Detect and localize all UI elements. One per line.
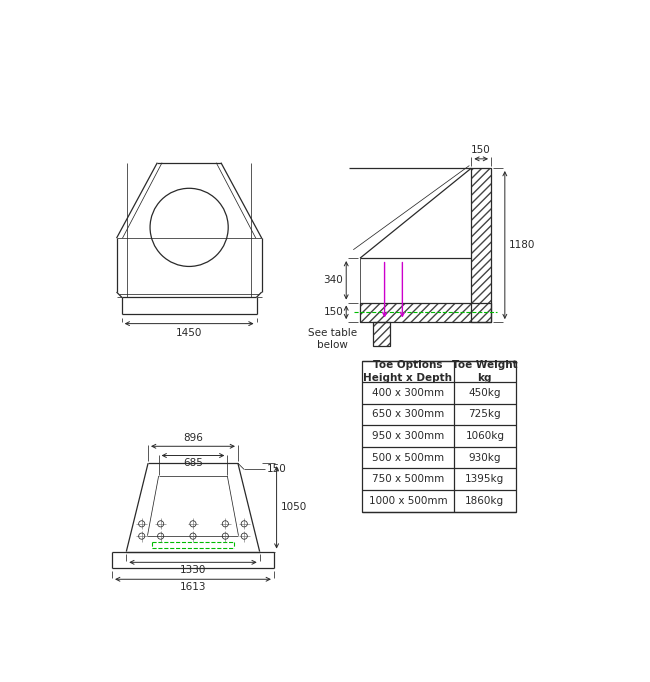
Text: 650 x 300mm: 650 x 300mm xyxy=(372,409,444,419)
Text: 340: 340 xyxy=(324,276,343,285)
Text: 685: 685 xyxy=(183,458,203,468)
Text: 500 x 500mm: 500 x 500mm xyxy=(372,453,444,462)
Bar xyxy=(361,361,515,512)
Text: 750 x 500mm: 750 x 500mm xyxy=(372,474,444,484)
Text: 1060kg: 1060kg xyxy=(465,431,504,441)
Bar xyxy=(471,168,491,322)
Text: 1180: 1180 xyxy=(509,240,535,250)
Bar xyxy=(374,322,390,346)
Text: 400 x 300mm: 400 x 300mm xyxy=(372,388,444,398)
Text: Toe Options
Height x Depth: Toe Options Height x Depth xyxy=(363,360,452,383)
Bar xyxy=(360,303,491,322)
Text: 725kg: 725kg xyxy=(469,409,501,419)
Text: 896: 896 xyxy=(183,433,203,443)
Text: 930kg: 930kg xyxy=(469,453,501,462)
Text: 1860kg: 1860kg xyxy=(465,496,504,506)
Text: Toe Weight
kg: Toe Weight kg xyxy=(452,360,517,383)
Text: 1000 x 500mm: 1000 x 500mm xyxy=(369,496,447,506)
Text: 1450: 1450 xyxy=(176,328,202,338)
Text: 150: 150 xyxy=(267,464,287,475)
Text: 1613: 1613 xyxy=(180,582,206,591)
Bar xyxy=(374,322,390,346)
Text: 1050: 1050 xyxy=(280,503,307,512)
Bar xyxy=(360,303,491,322)
Text: See table
below: See table below xyxy=(308,328,357,350)
Text: 150: 150 xyxy=(471,145,491,155)
Text: 450kg: 450kg xyxy=(469,388,501,398)
Text: 950 x 300mm: 950 x 300mm xyxy=(372,431,444,441)
Text: 150: 150 xyxy=(324,308,343,317)
Text: 1395kg: 1395kg xyxy=(465,474,504,484)
Bar xyxy=(471,168,491,322)
Text: 1330: 1330 xyxy=(180,565,206,575)
